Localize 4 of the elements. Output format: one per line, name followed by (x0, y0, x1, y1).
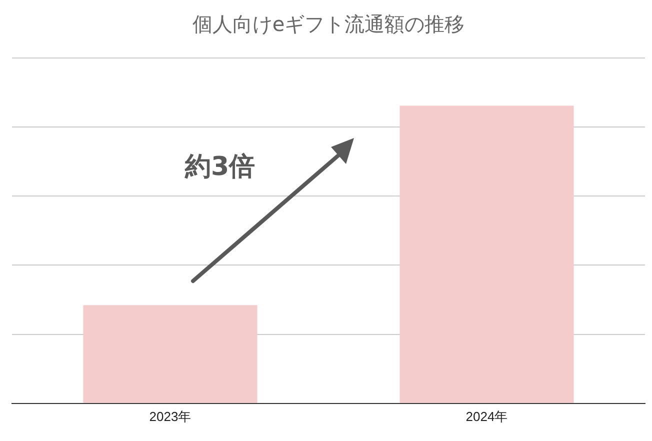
x-tick-label: 2023年 (149, 408, 192, 424)
x-tick-label: 2024年 (466, 408, 508, 424)
chart-title: 個人向けeギフト流通額の推移 (192, 12, 465, 36)
annotation: 約3倍 (184, 152, 256, 182)
